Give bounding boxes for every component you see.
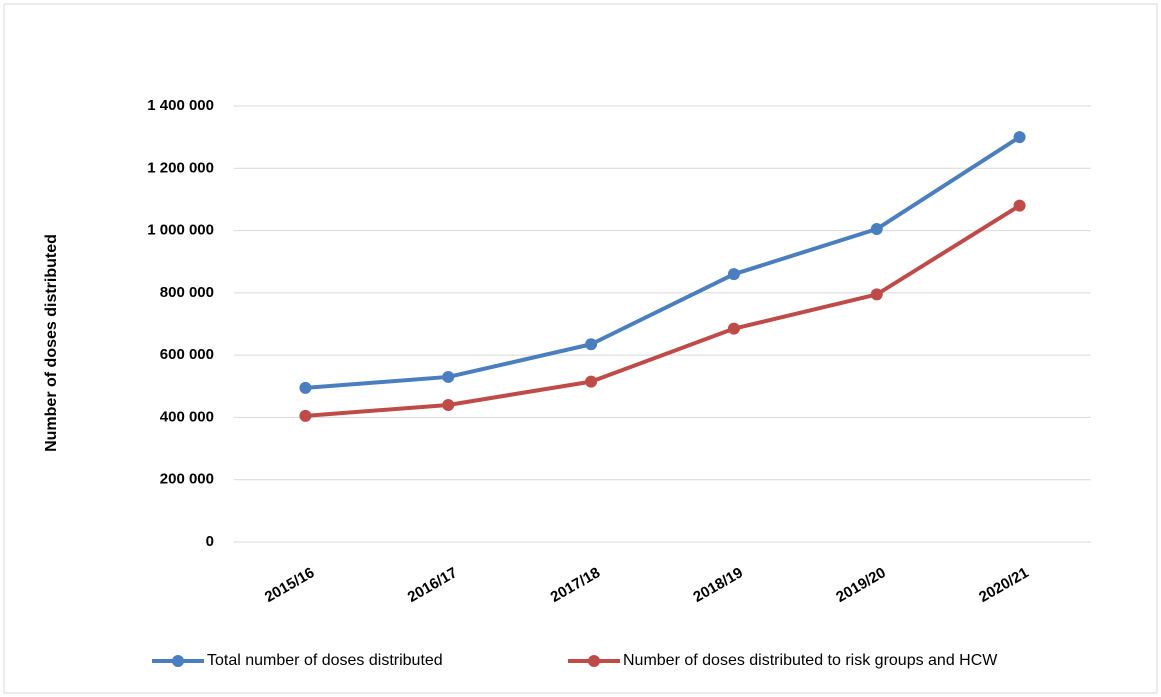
data-point bbox=[1013, 199, 1026, 212]
legend-label: Number of doses distributed to risk grou… bbox=[623, 652, 998, 669]
y-tick-label: 1 400 000 bbox=[147, 97, 214, 114]
data-point bbox=[442, 398, 455, 411]
y-tick-label: 200 000 bbox=[160, 471, 214, 488]
legend-label: Total number of doses distributed bbox=[207, 652, 443, 669]
y-tick-label: 600 000 bbox=[160, 346, 214, 363]
series-line bbox=[305, 135, 1021, 390]
data-point bbox=[870, 223, 883, 236]
y-axis-label: Number of doses distributed bbox=[43, 234, 60, 452]
data-point bbox=[870, 288, 883, 301]
y-tick-label: 400 000 bbox=[160, 408, 214, 425]
data-point bbox=[727, 322, 740, 335]
legend-marker bbox=[588, 655, 600, 667]
legend-marker bbox=[172, 655, 184, 667]
series-line bbox=[305, 203, 1021, 418]
data-point bbox=[727, 268, 740, 281]
y-tick-label: 1 200 000 bbox=[147, 159, 214, 176]
data-point bbox=[442, 370, 455, 383]
data-point bbox=[299, 409, 312, 422]
data-point bbox=[585, 375, 598, 388]
y-tick-label: 0 bbox=[206, 533, 214, 550]
data-point bbox=[299, 381, 312, 394]
y-tick-label: 1 000 000 bbox=[147, 222, 214, 239]
y-tick-label: 800 000 bbox=[160, 284, 214, 301]
data-point bbox=[585, 338, 598, 351]
data-point bbox=[1013, 131, 1026, 144]
